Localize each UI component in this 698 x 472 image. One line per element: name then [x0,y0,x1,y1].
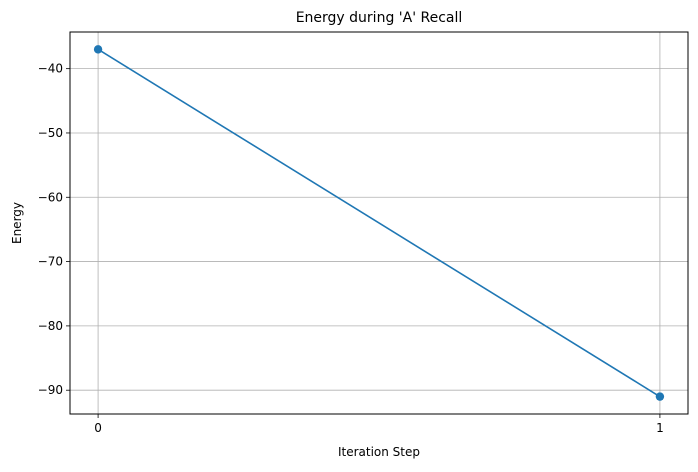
y-tick-label: −50 [38,126,63,140]
chart-title: Energy during 'A' Recall [296,10,463,26]
y-tick-label: −80 [38,319,63,333]
y-axis: −90 −80 −70 −60 −50 −40 [38,62,70,397]
y-tick-label: −40 [38,62,63,76]
energy-series-line [97,48,661,398]
y-axis-label: Energy [10,202,24,244]
grid-lines [70,32,688,414]
x-tick-label: 1 [656,421,664,435]
energy-data-point [93,45,103,54]
y-tick-label: −70 [38,255,63,269]
y-tick-label: −60 [38,190,63,204]
series-layer [93,45,665,401]
y-tick-label: −90 [38,383,63,397]
plot-area-frame [69,31,689,415]
x-tick-label: 0 [94,421,102,435]
energy-data-point [655,392,665,401]
x-axis-label: Iteration Step [338,445,420,459]
